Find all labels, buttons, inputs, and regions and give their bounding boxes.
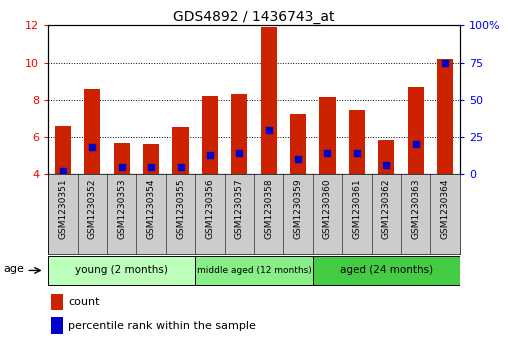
Bar: [349, 110, 365, 174]
Point: [88, 144, 97, 150]
Point: [59, 168, 67, 174]
Bar: [378, 140, 394, 174]
Point: [411, 142, 420, 147]
Text: GSM1230351: GSM1230351: [58, 178, 68, 239]
Text: GSM1230353: GSM1230353: [117, 178, 126, 239]
Bar: [195, 256, 313, 285]
Text: age: age: [4, 264, 24, 274]
Text: GSM1230362: GSM1230362: [382, 178, 391, 239]
Text: GSM1230355: GSM1230355: [176, 178, 185, 239]
Text: GSM1230363: GSM1230363: [411, 178, 420, 239]
Point: [118, 164, 126, 170]
Bar: [290, 114, 306, 174]
Text: count: count: [69, 297, 100, 307]
Bar: [51, 294, 62, 310]
Bar: [231, 94, 247, 174]
Text: aged (24 months): aged (24 months): [340, 265, 433, 276]
Text: GSM1230359: GSM1230359: [294, 178, 303, 239]
Text: GSM1230356: GSM1230356: [205, 178, 214, 239]
Bar: [407, 87, 424, 174]
Point: [441, 60, 449, 65]
Bar: [55, 126, 71, 174]
Bar: [48, 256, 195, 285]
Title: GDS4892 / 1436743_at: GDS4892 / 1436743_at: [173, 11, 335, 24]
Bar: [261, 27, 277, 174]
Bar: [84, 89, 101, 174]
Bar: [143, 143, 159, 174]
Text: young (2 months): young (2 months): [75, 265, 168, 276]
Text: GSM1230364: GSM1230364: [440, 178, 450, 239]
Point: [147, 164, 155, 170]
Point: [206, 152, 214, 158]
Point: [176, 164, 184, 170]
Bar: [437, 59, 453, 174]
Bar: [114, 143, 130, 174]
Bar: [320, 97, 336, 174]
Text: GSM1230360: GSM1230360: [323, 178, 332, 239]
Bar: [313, 256, 460, 285]
Point: [353, 151, 361, 156]
Point: [235, 151, 243, 156]
Text: GSM1230357: GSM1230357: [235, 178, 244, 239]
Point: [382, 162, 390, 168]
Point: [324, 151, 332, 156]
Text: GSM1230361: GSM1230361: [353, 178, 361, 239]
Text: percentile rank within the sample: percentile rank within the sample: [69, 321, 257, 331]
Bar: [172, 127, 188, 174]
Text: GSM1230358: GSM1230358: [264, 178, 273, 239]
Text: GSM1230354: GSM1230354: [147, 178, 155, 239]
Text: middle aged (12 months): middle aged (12 months): [197, 266, 311, 275]
Bar: [51, 317, 62, 334]
Point: [294, 156, 302, 162]
Text: GSM1230352: GSM1230352: [88, 178, 97, 239]
Bar: [202, 96, 218, 174]
Point: [265, 127, 273, 132]
